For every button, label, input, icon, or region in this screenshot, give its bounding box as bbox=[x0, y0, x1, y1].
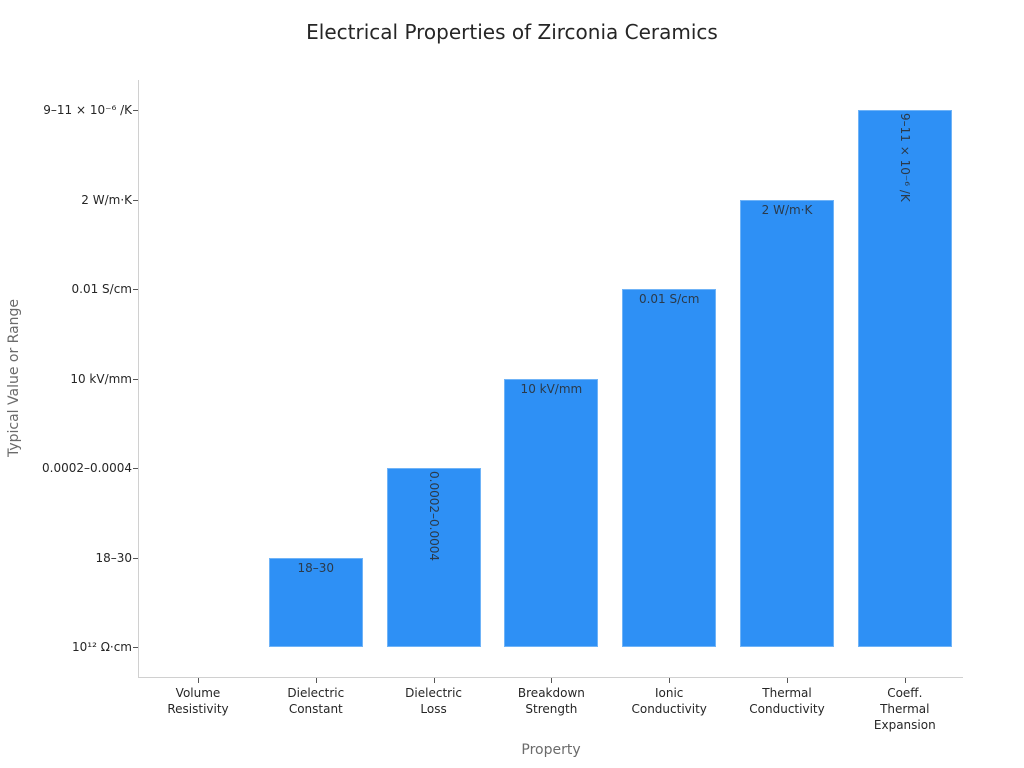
x-tick-label: Thermal Conductivity bbox=[749, 686, 825, 716]
y-tick-mark bbox=[133, 378, 138, 380]
y-axis-line bbox=[138, 80, 139, 677]
y-tick-label: 18–30 bbox=[95, 550, 132, 565]
y-tick-label: 9–11 × 10⁻⁶ /K bbox=[43, 103, 132, 117]
y-tick-mark bbox=[133, 289, 138, 290]
x-tick-label: Dielectric Loss bbox=[405, 686, 463, 716]
y-tick-mark bbox=[133, 199, 138, 201]
y-tick-label: 10¹² Ω·cm bbox=[72, 640, 132, 654]
bar[interactable] bbox=[740, 199, 834, 647]
x-tick-label: Volume Resistivity bbox=[167, 686, 229, 716]
bar-value-label: 2 W/m·K bbox=[761, 202, 813, 217]
x-tick-label: Ionic Conductivity bbox=[631, 686, 707, 716]
x-tick-mark bbox=[669, 678, 671, 683]
y-tick-mark bbox=[133, 110, 138, 111]
x-tick-mark bbox=[551, 678, 553, 683]
y-tick-mark bbox=[133, 647, 138, 648]
bar[interactable] bbox=[268, 557, 363, 647]
bar-value-label: 10 kV/mm bbox=[520, 381, 583, 396]
x-tick-label: Coeff. Thermal Expansion bbox=[873, 686, 936, 732]
y-tick-label: 0.0002–0.0004 bbox=[42, 461, 132, 475]
x-tick-label: Breakdown Strength bbox=[517, 686, 585, 716]
y-axis-title: Typical Value or Range bbox=[6, 298, 22, 458]
x-tick-mark bbox=[433, 678, 435, 683]
bar[interactable] bbox=[504, 378, 599, 647]
x-tick-mark bbox=[198, 678, 199, 683]
y-tick-mark bbox=[133, 557, 138, 559]
bar-value-label: 18–30 bbox=[297, 560, 335, 575]
y-tick-label: 10 kV/mm bbox=[70, 371, 132, 386]
bar-value-label: 0.01 S/cm bbox=[638, 292, 700, 306]
y-tick-label: 0.01 S/cm bbox=[71, 282, 132, 296]
x-tick-mark bbox=[315, 678, 317, 683]
bar[interactable] bbox=[857, 110, 952, 647]
bar-value-label: 0.0002–0.0004 bbox=[426, 471, 441, 561]
x-tick-mark bbox=[787, 678, 788, 683]
x-tick-mark bbox=[904, 678, 906, 683]
bar[interactable] bbox=[622, 289, 717, 647]
bar[interactable] bbox=[386, 468, 481, 647]
y-tick-label: 2 W/m·K bbox=[81, 192, 132, 207]
x-tick-label: Dielectric Constant bbox=[287, 686, 345, 716]
chart-title: Electrical Properties of Zirconia Cerami… bbox=[306, 20, 718, 44]
bar-value-label: 9–11 × 10⁻⁶ /K bbox=[897, 113, 912, 202]
x-axis-title: Property bbox=[521, 742, 581, 758]
x-axis-line bbox=[138, 677, 963, 678]
y-tick-mark bbox=[133, 468, 138, 469]
